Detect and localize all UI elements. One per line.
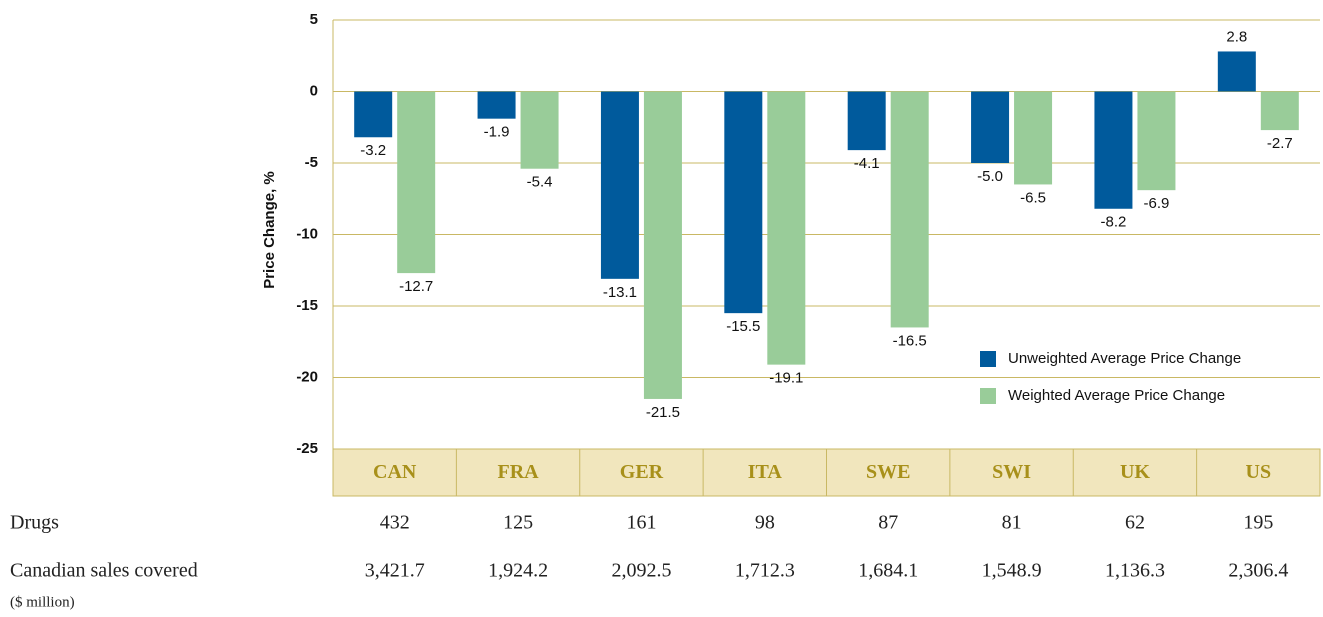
row-sublabel: ($ million) (10, 594, 75, 610)
table-cell: 432 (380, 512, 410, 534)
bar (890, 91, 929, 328)
bar (847, 91, 886, 151)
y-tick-label: -15 (296, 297, 318, 314)
data-label: -6.5 (1020, 189, 1046, 206)
x-tick-label: SWE (866, 461, 910, 483)
y-tick-label: 5 (310, 11, 318, 28)
x-tick-label: FRA (498, 461, 540, 483)
y-tick-label: -25 (296, 440, 318, 457)
table-cell: 98 (755, 512, 775, 534)
data-label: -21.5 (646, 404, 680, 421)
row-label: Drugs (10, 512, 59, 534)
table-cell: 62 (1125, 512, 1145, 534)
bar (1137, 91, 1176, 191)
data-label: -2.7 (1267, 135, 1293, 152)
data-label: 2.8 (1226, 28, 1247, 45)
bar (354, 91, 393, 138)
bar (477, 91, 516, 119)
bar (1260, 91, 1299, 131)
row-label: Canadian sales covered (10, 560, 198, 582)
data-label: -13.1 (603, 284, 637, 301)
table-cell: 1,136.3 (1105, 560, 1165, 582)
data-label: -6.9 (1144, 195, 1170, 212)
bar (643, 91, 682, 399)
y-tick-label: -10 (296, 225, 318, 242)
table-cell: 2,092.5 (611, 560, 671, 582)
bar (1014, 91, 1053, 185)
table-cell: 1,712.3 (735, 560, 795, 582)
data-label: -16.5 (893, 332, 927, 349)
table-cell: 1,684.1 (858, 560, 918, 582)
bar (600, 91, 639, 279)
table-cell: 3,421.7 (365, 560, 425, 582)
data-label: -5.0 (977, 168, 1003, 185)
bar (1094, 91, 1133, 209)
table-cell: 2,306.4 (1228, 560, 1288, 582)
table-cell: 87 (878, 512, 898, 534)
y-tick-label: -20 (296, 368, 318, 385)
legend-swatch (980, 388, 996, 404)
table-cell: 1,548.9 (982, 560, 1042, 582)
x-tick-label: SWI (992, 461, 1031, 483)
legend-label: Unweighted Average Price Change (1008, 350, 1241, 367)
data-label: -1.9 (484, 124, 510, 141)
bar (397, 91, 436, 274)
data-label: -3.2 (360, 142, 386, 159)
table-cell: 1,924.2 (488, 560, 548, 582)
x-tick-label: CAN (373, 461, 417, 483)
bar (1217, 51, 1256, 92)
bar (724, 91, 763, 314)
table-cell: 161 (626, 512, 656, 534)
x-tick-label: GER (620, 461, 664, 483)
table-cell: 195 (1243, 512, 1273, 534)
data-label: -19.1 (769, 370, 803, 387)
data-label: -15.5 (726, 318, 760, 335)
x-tick-label: US (1246, 461, 1272, 483)
legend-swatch (980, 351, 996, 367)
table-cell: 81 (1002, 512, 1022, 534)
bar (520, 91, 559, 169)
bar (767, 91, 806, 365)
y-axis-label: Price Change, % (261, 171, 278, 289)
data-label: -5.4 (527, 174, 553, 191)
legend-label: Weighted Average Price Change (1008, 387, 1225, 404)
bar (971, 91, 1010, 163)
y-tick-label: 0 (310, 82, 318, 99)
data-label: -12.7 (399, 278, 433, 295)
data-label: -4.1 (854, 155, 880, 172)
y-tick-label: -5 (305, 154, 318, 171)
data-label: -8.2 (1101, 214, 1127, 231)
x-tick-label: UK (1120, 461, 1150, 483)
x-tick-label: ITA (748, 461, 783, 483)
table-cell: 125 (503, 512, 533, 534)
